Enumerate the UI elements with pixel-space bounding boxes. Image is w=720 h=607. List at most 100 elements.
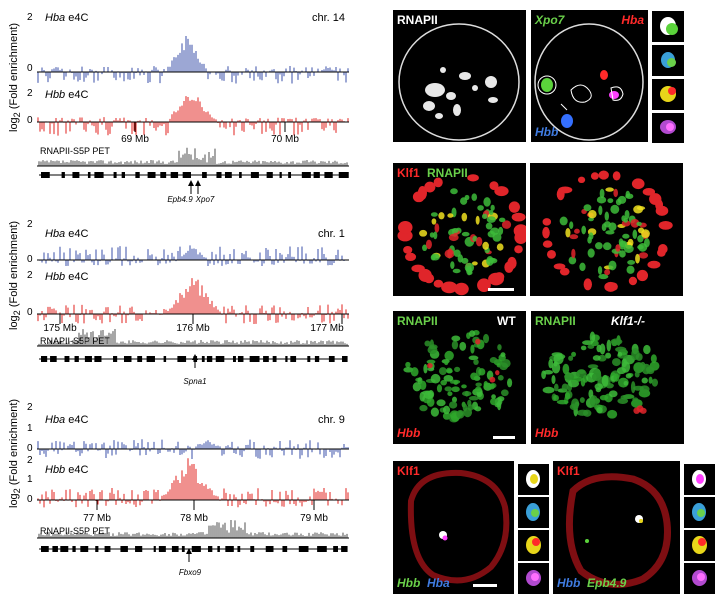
fluorescence-spot xyxy=(501,220,512,229)
fluorescence-spot xyxy=(467,399,472,407)
gene-block xyxy=(324,172,333,178)
gene-block xyxy=(182,172,191,178)
fluorescence-spot xyxy=(596,407,603,414)
fluorescence-spot xyxy=(461,231,470,237)
fluorescence-spot xyxy=(559,267,570,276)
fluorescence-spot xyxy=(581,225,587,235)
tick-label: 0 xyxy=(27,254,33,265)
gene-block xyxy=(135,172,140,178)
fluorescence-spot xyxy=(444,249,455,259)
fluorescence-spot xyxy=(482,241,489,250)
fluorescence-spot xyxy=(603,221,611,228)
fluorescence-spot xyxy=(423,390,434,399)
fluorescence-spot xyxy=(422,244,428,252)
scale-bar xyxy=(493,436,515,439)
fluorescence-spot xyxy=(491,394,496,400)
fluorescence-spot xyxy=(548,358,554,369)
gene-block xyxy=(146,356,155,362)
fluorescence-spot xyxy=(473,359,479,366)
fluorescence-spot xyxy=(636,269,649,282)
fluorescence-spot xyxy=(500,352,506,358)
fluorescence-spot xyxy=(476,236,483,247)
gene-block xyxy=(181,546,185,552)
fluorescence-spot xyxy=(568,256,577,265)
gene-block xyxy=(265,546,274,552)
fluorescence-spot xyxy=(641,229,650,239)
fluorescence-spot xyxy=(453,249,461,257)
zoom-inset xyxy=(517,529,550,562)
x-tick-label: 77 Mb xyxy=(83,513,111,524)
fluorescence-spot xyxy=(588,209,597,219)
fluorescence-spot xyxy=(591,372,602,381)
klf1-label: Klf1 xyxy=(397,464,420,478)
fluorescence-spot xyxy=(431,218,437,225)
fluorescence-spot xyxy=(655,205,669,216)
fluorescence-spot xyxy=(562,363,570,375)
gene-block xyxy=(225,546,234,552)
rnapii-wt-panel: RNAPII WT Hbb xyxy=(393,311,526,444)
fluorescence-spot xyxy=(638,243,648,252)
gene-block xyxy=(328,356,335,362)
rnapii-klf1ko-panel: RNAPII Klf1-/- Hbb xyxy=(531,311,684,444)
fluorescence-spot xyxy=(589,331,596,343)
rnapii-label: RNAPII xyxy=(397,13,438,27)
fluorescence-spot xyxy=(610,338,623,345)
fluorescence-spot xyxy=(574,228,580,234)
fluorescence-spot xyxy=(579,262,586,272)
fluorescence-spot xyxy=(619,240,628,248)
fluorescence-spot xyxy=(436,399,446,407)
fluorescence-spot xyxy=(604,269,611,276)
fluorescence-spot xyxy=(438,367,447,376)
rnapii-label: RNAPII xyxy=(397,314,438,328)
fluorescence-spot xyxy=(630,218,640,228)
fluorescence-spot xyxy=(410,367,419,377)
fluorescence-spot xyxy=(645,366,655,373)
fluorescence-spot xyxy=(500,389,509,397)
gene-block xyxy=(41,356,48,362)
gene-block xyxy=(160,172,167,178)
fluorescence-spot xyxy=(497,375,504,381)
gene-label: Fbxo9 xyxy=(178,568,202,577)
gene-label: Spna1 xyxy=(183,377,207,386)
fluorescence-spot xyxy=(497,396,505,402)
gene-block xyxy=(72,546,76,552)
fluorescence-spot xyxy=(605,187,614,192)
gene-block xyxy=(94,356,102,362)
fluorescence-spot xyxy=(623,380,629,386)
fluorescence-spot xyxy=(478,368,486,376)
gene-block xyxy=(288,172,292,178)
fluorescence-spot xyxy=(583,204,592,212)
klf1-rnapii-panel-a: Klf1 RNAPII xyxy=(393,163,526,296)
fluorescence-spot xyxy=(607,409,618,419)
gene-block xyxy=(153,546,156,552)
gene-block xyxy=(72,172,80,178)
fluorescence-spot xyxy=(603,242,612,251)
gene-block xyxy=(249,356,260,362)
gene-block xyxy=(298,546,309,552)
fluorescence-spot xyxy=(489,357,498,364)
gene-block xyxy=(237,356,244,362)
gene-block xyxy=(263,356,269,362)
gene-block xyxy=(341,546,348,552)
hbb-track-label: Hbb e4C xyxy=(45,271,89,283)
fluorescence-spot xyxy=(461,212,468,222)
fluorescence-spot xyxy=(425,239,432,250)
fluorescence-spot xyxy=(658,221,673,230)
fluorescence-spot xyxy=(621,220,631,227)
y-axis-label: log2 (Fold enrichment) xyxy=(8,22,23,132)
fluorescence-spot xyxy=(605,352,612,359)
hba-label: Hba xyxy=(427,576,450,590)
fluorescence-spot xyxy=(490,397,498,406)
fluorescence-spot xyxy=(590,172,599,180)
fluorescence-spot xyxy=(481,213,488,220)
fluorescence-spot xyxy=(605,230,615,235)
fluorescence-spot xyxy=(575,369,587,378)
fluorescence-spot xyxy=(553,394,559,401)
gene-block xyxy=(120,546,128,552)
fluorescence-spot xyxy=(486,256,494,266)
fluorescence-spot xyxy=(636,405,644,413)
gene-block xyxy=(216,172,222,178)
fluorescence-spot xyxy=(571,351,577,357)
fluorescence-spot xyxy=(559,216,568,226)
fluorescence-spot xyxy=(419,229,428,237)
